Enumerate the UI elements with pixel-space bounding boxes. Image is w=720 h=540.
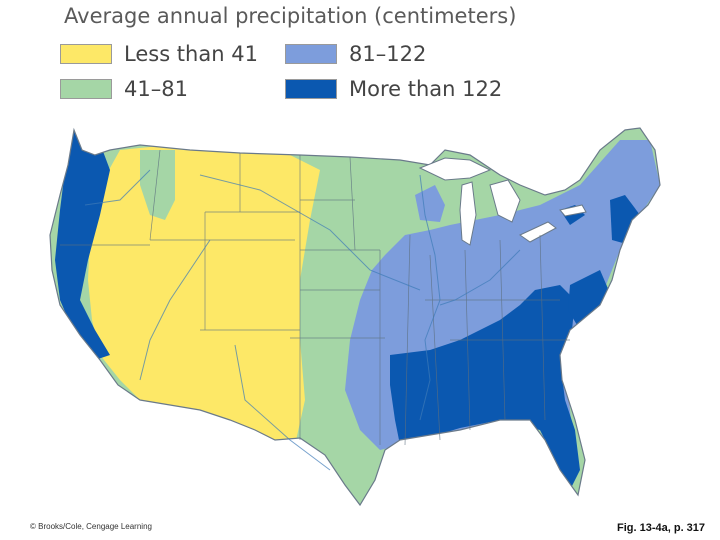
colorado-river	[139, 239, 211, 381]
missouri-river	[199, 174, 421, 291]
state-border-lines	[60, 149, 570, 446]
lake-michigan	[459, 181, 477, 246]
legend-item-81-122: 81–122	[285, 42, 426, 66]
region-less-than-41-west	[88, 145, 320, 445]
legend-swatch	[285, 44, 337, 64]
copyright-credit: © Brooks/Cole, Cengage Learning	[30, 522, 152, 531]
legend-item-41-81: 41–81	[60, 77, 188, 101]
rio-grande	[234, 344, 331, 471]
rivers	[84, 169, 521, 471]
columbia-river	[84, 169, 151, 206]
region-41-81-idaho	[140, 150, 175, 220]
state-borders	[60, 149, 570, 446]
legend-label: Less than 41	[124, 42, 258, 66]
legend-swatch	[60, 44, 112, 64]
mississippi-river	[419, 174, 441, 421]
legend-swatch	[285, 79, 337, 99]
ohio-river	[439, 249, 521, 306]
legend-swatch	[60, 79, 112, 99]
lake-superior	[418, 157, 492, 181]
map-title: Average annual precipitation (centimeter…	[64, 4, 517, 28]
lake-huron	[489, 179, 521, 223]
legend-label: More than 122	[349, 77, 503, 101]
map-legend: Less than 41 41–81 81–122 More than 122	[60, 40, 502, 101]
lake-erie	[519, 221, 557, 243]
precipitation-map	[49, 127, 661, 507]
legend-item-more-than-122: More than 122	[285, 77, 502, 101]
lake-ontario	[559, 204, 587, 217]
region-more-than-122-southeast	[390, 285, 580, 490]
great-lakes	[418, 157, 587, 246]
figure-reference: Fig. 13-4a, p. 317	[617, 522, 706, 534]
legend-label: 81–122	[349, 42, 427, 66]
legend-item-less-than-41: Less than 41	[60, 42, 258, 66]
precipitation-regions	[50, 128, 660, 505]
legend-label: 41–81	[124, 77, 188, 101]
